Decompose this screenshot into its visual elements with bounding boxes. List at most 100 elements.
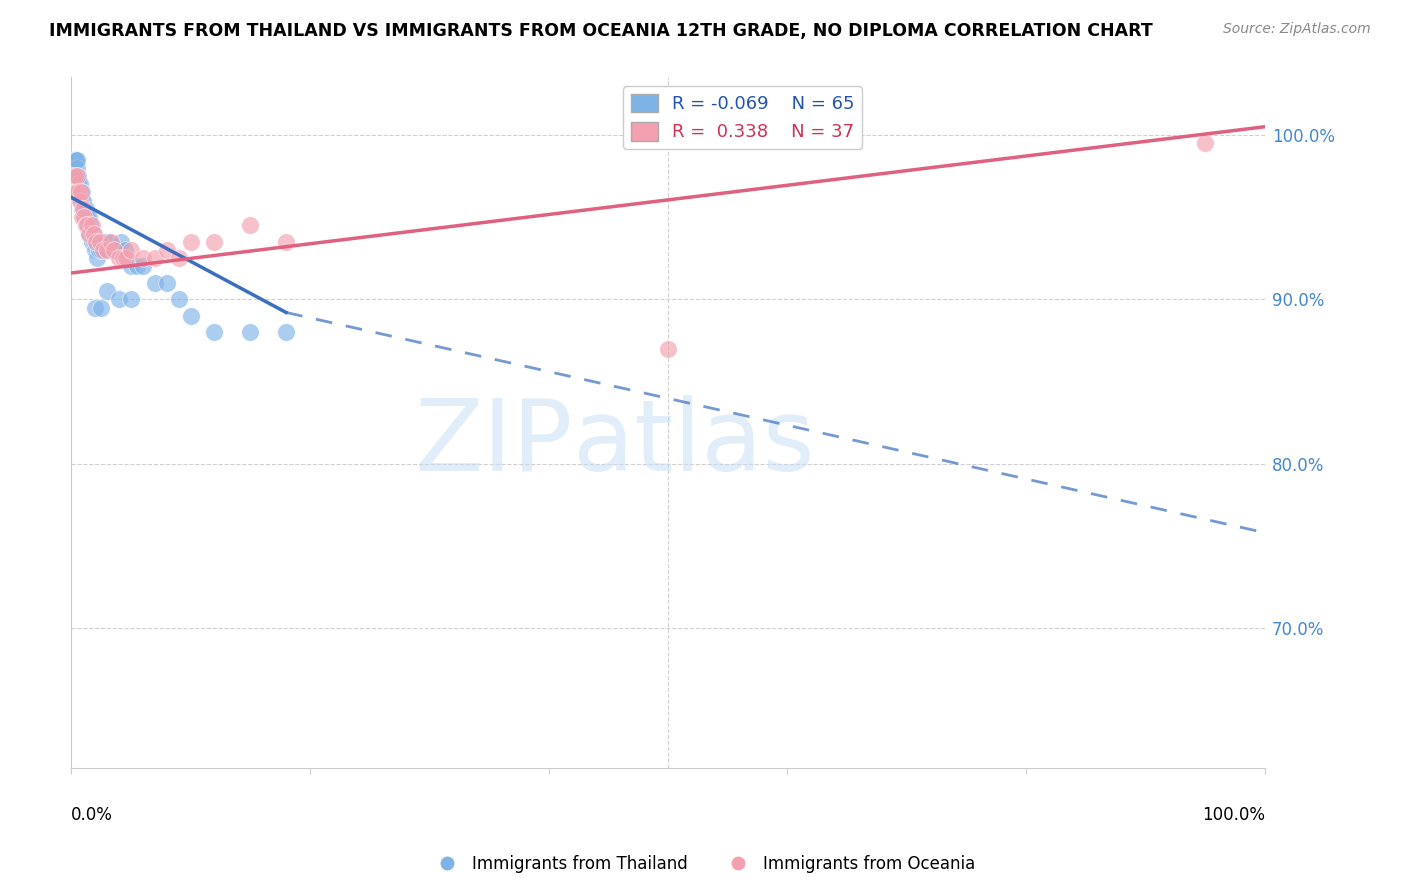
- Point: [115, 251, 138, 265]
- Point: [79, 219, 101, 233]
- Point: [156, 276, 179, 290]
- Point: [70, 186, 93, 200]
- Point: [73, 210, 96, 224]
- Point: [84, 243, 107, 257]
- Point: [120, 243, 142, 257]
- Point: [100, 235, 122, 249]
- Text: ZIP: ZIP: [415, 395, 572, 491]
- Point: [96, 243, 118, 257]
- Point: [65, 153, 87, 167]
- Point: [77, 227, 100, 241]
- Point: [83, 227, 105, 241]
- Point: [274, 325, 297, 339]
- Point: [67, 186, 90, 200]
- Point: [132, 260, 155, 274]
- Point: [86, 251, 108, 265]
- Point: [274, 235, 297, 249]
- Point: [156, 243, 179, 257]
- Point: [65, 186, 87, 200]
- Point: [96, 284, 118, 298]
- Point: [69, 186, 91, 200]
- Point: [105, 243, 128, 257]
- Point: [70, 210, 93, 224]
- Point: [63, 169, 86, 183]
- Point: [76, 210, 98, 224]
- Point: [62, 186, 84, 200]
- Point: [143, 251, 166, 265]
- Point: [143, 276, 166, 290]
- Point: [87, 243, 110, 257]
- Text: atlas: atlas: [572, 395, 814, 491]
- Point: [77, 227, 100, 241]
- Point: [72, 202, 94, 216]
- Point: [103, 243, 125, 257]
- Point: [73, 202, 96, 216]
- Point: [75, 219, 97, 233]
- Point: [63, 153, 86, 167]
- Point: [125, 260, 148, 274]
- Point: [66, 169, 89, 183]
- Point: [98, 235, 121, 249]
- Point: [111, 251, 134, 265]
- Point: [239, 219, 262, 233]
- Point: [66, 169, 89, 183]
- Point: [84, 301, 107, 315]
- Point: [108, 293, 131, 307]
- Point: [83, 235, 105, 249]
- Point: [69, 186, 91, 200]
- Point: [66, 161, 89, 175]
- Point: [108, 243, 131, 257]
- Text: 100.0%: 100.0%: [1202, 805, 1265, 823]
- Point: [76, 219, 98, 233]
- Point: [62, 161, 84, 175]
- Point: [73, 210, 96, 224]
- Point: [93, 243, 115, 257]
- Point: [62, 153, 84, 167]
- Point: [75, 219, 97, 233]
- Point: [72, 194, 94, 208]
- Point: [70, 194, 93, 208]
- Point: [67, 178, 90, 192]
- Text: Source: ZipAtlas.com: Source: ZipAtlas.com: [1223, 22, 1371, 37]
- Point: [70, 202, 93, 216]
- Point: [69, 186, 91, 200]
- Text: IMMIGRANTS FROM THAILAND VS IMMIGRANTS FROM OCEANIA 12TH GRADE, NO DIPLOMA CORRE: IMMIGRANTS FROM THAILAND VS IMMIGRANTS F…: [49, 22, 1153, 40]
- Point: [91, 235, 114, 249]
- Point: [90, 243, 112, 257]
- Point: [72, 210, 94, 224]
- Point: [93, 235, 115, 249]
- Point: [84, 235, 107, 249]
- Point: [66, 153, 89, 167]
- Point: [1194, 136, 1216, 151]
- Text: 0.0%: 0.0%: [72, 805, 112, 823]
- Point: [180, 309, 202, 323]
- Point: [108, 251, 131, 265]
- Point: [239, 325, 262, 339]
- Point: [62, 169, 84, 183]
- Point: [110, 235, 132, 249]
- Point: [120, 293, 142, 307]
- Point: [63, 186, 86, 200]
- Point: [80, 235, 103, 249]
- Point: [180, 235, 202, 249]
- Point: [204, 325, 226, 339]
- Point: [82, 227, 104, 241]
- Point: [67, 169, 90, 183]
- Point: [80, 219, 103, 233]
- Point: [69, 194, 91, 208]
- Point: [77, 210, 100, 224]
- Legend: R = -0.069    N = 65, R =  0.338    N = 37: R = -0.069 N = 65, R = 0.338 N = 37: [623, 87, 862, 149]
- Point: [69, 178, 91, 192]
- Point: [76, 219, 98, 233]
- Point: [96, 243, 118, 257]
- Point: [167, 293, 190, 307]
- Legend: Immigrants from Thailand, Immigrants from Oceania: Immigrants from Thailand, Immigrants fro…: [425, 848, 981, 880]
- Point: [69, 194, 91, 208]
- Point: [132, 251, 155, 265]
- Point: [84, 235, 107, 249]
- Point: [62, 169, 84, 183]
- Point: [65, 169, 87, 183]
- Point: [90, 301, 112, 315]
- Point: [657, 342, 679, 356]
- Point: [120, 260, 142, 274]
